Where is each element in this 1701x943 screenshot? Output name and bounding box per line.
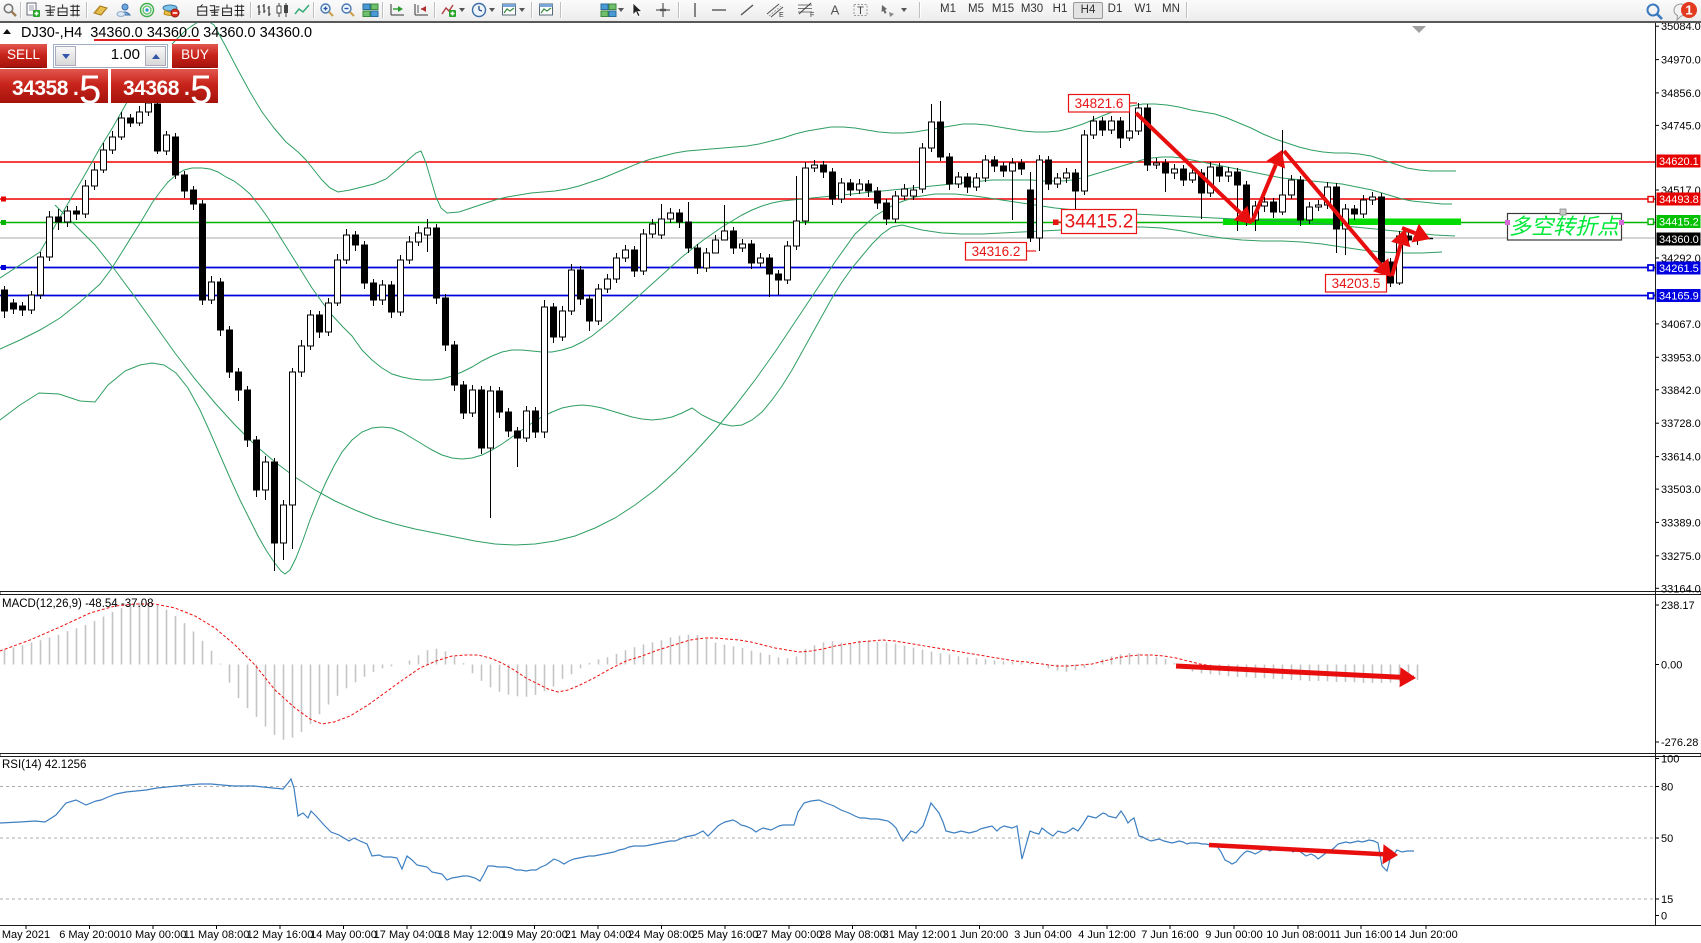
svg-text:31 May 12:00: 31 May 12:00 <box>883 929 950 941</box>
svg-text:238.17: 238.17 <box>1661 600 1695 612</box>
svg-text:34821.6: 34821.6 <box>1075 96 1124 111</box>
svg-text:10 May 00:00: 10 May 00:00 <box>120 929 187 941</box>
svg-text:14 Jun 20:00: 14 Jun 20:00 <box>1394 929 1458 941</box>
svg-text:34316.2: 34316.2 <box>972 244 1021 259</box>
svg-text:35084.0: 35084.0 <box>1661 21 1701 33</box>
svg-text:17 May 04:00: 17 May 04:00 <box>374 929 441 941</box>
svg-text:21 May 04:00: 21 May 04:00 <box>565 929 632 941</box>
svg-text:0.00: 0.00 <box>1661 660 1682 672</box>
svg-text:18 May 12:00: 18 May 12:00 <box>438 929 505 941</box>
svg-text:34620.1: 34620.1 <box>1659 156 1699 168</box>
svg-text:33164.0: 33164.0 <box>1661 583 1701 595</box>
svg-text:F: F <box>810 12 814 18</box>
svg-text:34856.0: 34856.0 <box>1661 88 1701 100</box>
svg-text:15: 15 <box>1661 894 1673 906</box>
svg-text:34415.2: 34415.2 <box>1659 217 1699 229</box>
svg-text:33275.0: 33275.0 <box>1661 551 1701 563</box>
svg-text:80: 80 <box>1661 782 1673 794</box>
svg-text:MACD(12,26,9) -48.54 -37.08: MACD(12,26,9) -48.54 -37.08 <box>2 598 154 610</box>
svg-text:34067.0: 34067.0 <box>1661 319 1701 331</box>
svg-text:0: 0 <box>1661 911 1667 923</box>
svg-text:33389.0: 33389.0 <box>1661 517 1701 529</box>
svg-text:1: 1 <box>1685 3 1692 18</box>
svg-text:10 Jun 08:00: 10 Jun 08:00 <box>1266 929 1330 941</box>
svg-text:多空转折点: 多空转折点 <box>1509 214 1622 239</box>
svg-text:34165.9: 34165.9 <box>1659 291 1699 303</box>
svg-text:100: 100 <box>1661 754 1679 766</box>
svg-text:E: E <box>779 12 784 18</box>
svg-text:33728.0: 33728.0 <box>1661 418 1701 430</box>
svg-text:RSI(14) 42.1256: RSI(14) 42.1256 <box>2 759 86 771</box>
svg-text:May 2021: May 2021 <box>2 929 50 941</box>
svg-text:12 May 16:00: 12 May 16:00 <box>247 929 314 941</box>
svg-text:34970.0: 34970.0 <box>1661 55 1701 67</box>
svg-text:24 May 08:00: 24 May 08:00 <box>628 929 695 941</box>
svg-text:14 May 00:00: 14 May 00:00 <box>310 929 377 941</box>
svg-text:19 May 20:00: 19 May 20:00 <box>501 929 568 941</box>
svg-text:1 Jun 20:00: 1 Jun 20:00 <box>951 929 1009 941</box>
svg-text:28 May 08:00: 28 May 08:00 <box>819 929 886 941</box>
svg-text:3 Jun 04:00: 3 Jun 04:00 <box>1014 929 1072 941</box>
svg-text:33842.0: 33842.0 <box>1661 385 1701 397</box>
svg-text:A: A <box>831 3 840 18</box>
svg-text:7 Jun 16:00: 7 Jun 16:00 <box>1141 929 1199 941</box>
svg-text:34261.5: 34261.5 <box>1659 263 1699 275</box>
svg-text:27 May 00:00: 27 May 00:00 <box>756 929 823 941</box>
svg-text:50: 50 <box>1661 833 1673 845</box>
svg-text:33953.0: 33953.0 <box>1661 352 1701 364</box>
svg-text:11 May 08:00: 11 May 08:00 <box>184 929 250 941</box>
svg-text:4 Jun 12:00: 4 Jun 12:00 <box>1078 929 1136 941</box>
svg-text:33614.0: 33614.0 <box>1661 452 1701 464</box>
svg-text:34745.0: 34745.0 <box>1661 120 1701 132</box>
svg-text:11 Jun 16:00: 11 Jun 16:00 <box>1330 929 1393 941</box>
svg-text:-276.28: -276.28 <box>1661 737 1698 749</box>
svg-text:25 May 16:00: 25 May 16:00 <box>692 929 759 941</box>
svg-text:34493.8: 34493.8 <box>1659 194 1699 206</box>
svg-text:T: T <box>857 5 864 17</box>
svg-text:34360.0: 34360.0 <box>1659 234 1699 246</box>
svg-text:6 May 20:00: 6 May 20:00 <box>59 929 120 941</box>
svg-text:9 Jun 00:00: 9 Jun 00:00 <box>1205 929 1263 941</box>
svg-text:33503.0: 33503.0 <box>1661 484 1701 496</box>
svg-text:34203.5: 34203.5 <box>1332 276 1381 291</box>
svg-text:34415.2: 34415.2 <box>1065 212 1134 233</box>
